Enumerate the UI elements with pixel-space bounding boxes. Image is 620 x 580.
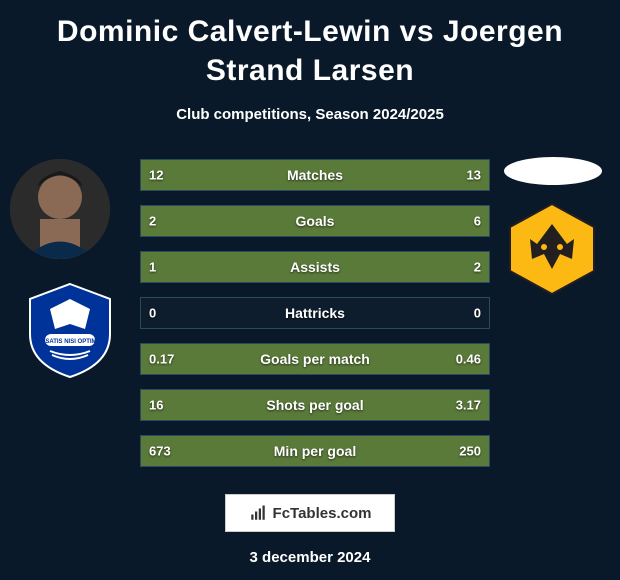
stat-row: 16 Shots per goal 3.17	[140, 389, 490, 421]
stat-row: 12 Matches 13	[140, 159, 490, 191]
stats-bars: 12 Matches 13 2 Goals 6 1 Assists 2 0 Ha…	[140, 159, 490, 481]
stat-label: Hattricks	[141, 305, 489, 321]
stat-label: Goals per match	[141, 351, 489, 367]
svg-text:NIL SATIS NISI OPTIMUM: NIL SATIS NISI OPTIMUM	[34, 339, 106, 345]
subtitle: Club competitions, Season 2024/2025	[0, 96, 620, 139]
stat-label: Assists	[141, 259, 489, 275]
site-badge: FcTables.com	[225, 494, 395, 532]
player-right-oval	[504, 157, 602, 185]
stat-value-right: 250	[459, 444, 481, 459]
stat-row: 0.17 Goals per match 0.46	[140, 343, 490, 375]
player-left-photo	[10, 159, 110, 259]
stat-row: 0 Hattricks 0	[140, 297, 490, 329]
stat-value-right: 0.46	[456, 352, 481, 367]
comparison-area: NIL SATIS NISI OPTIMUM 12 Matches 13 2 G…	[0, 139, 620, 499]
stat-label: Min per goal	[141, 443, 489, 459]
club-badge-right	[502, 199, 602, 299]
stat-value-right: 0	[474, 306, 481, 321]
club-badge-left: NIL SATIS NISI OPTIMUM	[20, 279, 120, 379]
site-name: FcTables.com	[273, 505, 372, 522]
stat-value-right: 2	[474, 260, 481, 275]
chart-icon	[249, 504, 267, 522]
stat-row: 673 Min per goal 250	[140, 435, 490, 467]
footer-date: 3 december 2024	[0, 549, 620, 566]
stat-label: Matches	[141, 167, 489, 183]
stat-row: 1 Assists 2	[140, 251, 490, 283]
page-title: Dominic Calvert-Lewin vs Joergen Strand …	[0, 0, 620, 96]
stat-value-right: 13	[467, 168, 481, 183]
stat-value-right: 3.17	[456, 398, 481, 413]
stat-label: Shots per goal	[141, 397, 489, 413]
stat-label: Goals	[141, 213, 489, 229]
stat-row: 2 Goals 6	[140, 205, 490, 237]
stat-value-right: 6	[474, 214, 481, 229]
